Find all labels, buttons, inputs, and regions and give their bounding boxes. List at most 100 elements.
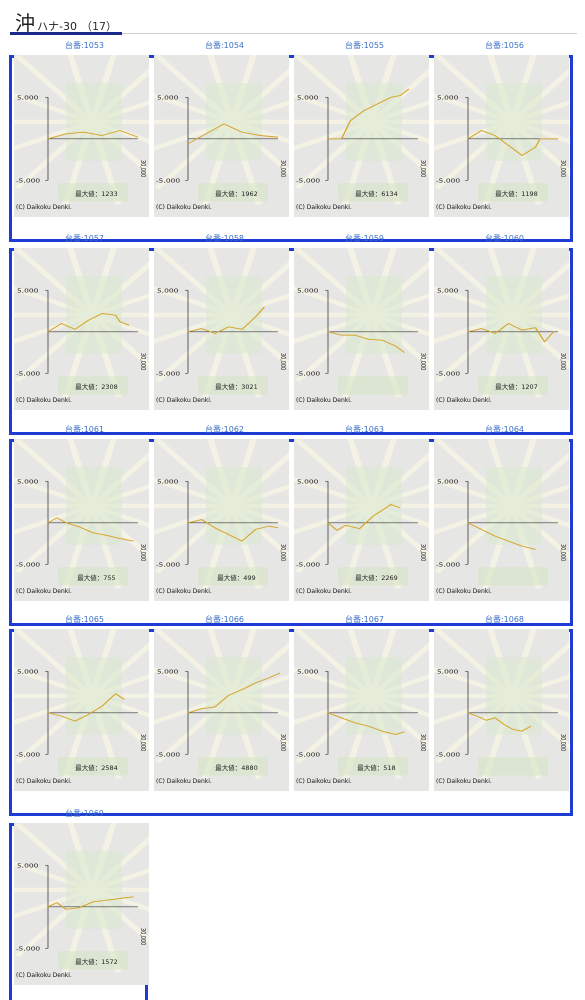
machine-item[interactable]: 台番:1053 5,000 -5,000 30,000 最大値：1233 (C) Daik…	[14, 40, 155, 230]
machine-item[interactable]: 台番:1063 5,000 -5,000 30,000 最大値：2269 (C) Daik…	[294, 424, 435, 614]
machine-item[interactable]: 台番:1058 5,000 -5,000 30,000 最大値：3021 (C) Daik…	[154, 233, 295, 423]
machine-item[interactable]: 台番:1057 5,000 -5,000 30,000 最大値：2308 (C) Daik…	[14, 233, 155, 423]
slump-graph[interactable]: 5,000 -5,000 30,000 最大値：518 (C) Daikoku Denk…	[294, 629, 429, 791]
graph-canvas: 5,000 -5,000 30,000	[294, 629, 429, 779]
slump-graph[interactable]: 5,000 -5,000 30,000 最大値：1198 (C) Daikoku Den…	[434, 55, 569, 217]
x-right-label: 30,000	[559, 353, 567, 370]
y-top-label: 5,000	[297, 287, 318, 294]
max-value-prefix: 最大値：	[217, 574, 244, 582]
slump-graph[interactable]: 5,000 -5,000 30,000 (C) Daikoku Denki.	[434, 439, 569, 601]
machine-item[interactable]: 台番:1061 5,000 -5,000 30,000 最大値：755 (C) Daiko…	[14, 424, 155, 614]
machine-item[interactable]: 台番:1060 5,000 -5,000 30,000 最大値：1207 (C) Daik…	[434, 233, 575, 423]
slump-line	[47, 130, 139, 140]
machine-number-link[interactable]: 台番:1057	[64, 234, 105, 243]
x-right-label: 30,000	[419, 544, 427, 561]
max-value-prefix: 最大値：	[495, 190, 522, 198]
copyright-text: (C) Daikoku Denki.	[296, 204, 352, 211]
copyright-text: (C) Daikoku Denki.	[156, 397, 212, 404]
y-bottom-label: -5,000	[16, 178, 40, 185]
y-top-label: 5,000	[157, 287, 178, 294]
background-tray	[338, 183, 408, 202]
slump-graph[interactable]: 5,000 -5,000 30,000 最大値：2269 (C) Daikoku Den…	[294, 439, 429, 601]
max-value-prefix: 最大値：	[75, 958, 102, 966]
y-top-label: 5,000	[17, 287, 38, 294]
graph-canvas: 5,000 -5,000 30,000	[434, 629, 569, 779]
machine-item[interactable]: 台番:1064 5,000 -5,000 30,000 (C) Daikoku Denk…	[434, 424, 575, 614]
slump-graph[interactable]: 5,000 -5,000 30,000 最大値：499 (C) Daikoku Denk…	[154, 439, 289, 601]
machine-number-link[interactable]: 台番:1056	[484, 41, 525, 50]
x-right-label: 30,000	[419, 353, 427, 370]
copyright-text: (C) Daikoku Denki.	[296, 397, 352, 404]
background-tray	[198, 376, 268, 395]
graph-canvas: 5,000 -5,000 30,000	[14, 823, 149, 973]
slump-line	[47, 517, 134, 542]
machine-number-link[interactable]: 台番:1063	[344, 425, 385, 434]
machine-number-link[interactable]: 台番:1069	[64, 809, 105, 818]
copyright-text: (C) Daikoku Denki.	[296, 778, 352, 785]
machine-number-link[interactable]: 台番:1053	[64, 41, 105, 50]
machine-item[interactable]: 台番:1062 5,000 -5,000 30,000 最大値：499 (C) Daiko…	[154, 424, 295, 614]
machine-number-link[interactable]: 台番:1066	[204, 615, 245, 624]
background-tray	[58, 757, 128, 776]
graph-canvas: 5,000 -5,000 30,000	[434, 439, 569, 589]
machine-number-link[interactable]: 台番:1062	[204, 425, 245, 434]
machine-item[interactable]: 台番:1055 5,000 -5,000 30,000 最大値：6134 (C) Daik…	[294, 40, 435, 230]
slump-graph[interactable]: 5,000 -5,000 30,000 最大値：1233 (C) Daikoku Den…	[14, 55, 149, 217]
slump-graph[interactable]: 5,000 -5,000 30,000 最大値：2584 (C) Daikoku Den…	[14, 629, 149, 791]
x-right-label: 30,000	[559, 160, 567, 177]
machine-number-link[interactable]: 台番:1064	[484, 425, 525, 434]
machine-number-link[interactable]: 台番:1058	[204, 234, 245, 243]
background-tray	[478, 183, 548, 202]
machine-item[interactable]: 台番:1054 5,000 -5,000 30,000 最大値：1962 (C) Daik…	[154, 40, 295, 230]
machine-number-link[interactable]: 台番:1054	[204, 41, 245, 50]
background-tray	[58, 951, 128, 970]
background-panel	[206, 657, 262, 735]
machine-number-link[interactable]: 台番:1055	[344, 41, 385, 50]
machine-number-link[interactable]: 台番:1060	[484, 234, 525, 243]
slump-graph[interactable]: 5,000 -5,000 30,000 最大値：1962 (C) Daikoku Den…	[154, 55, 289, 217]
slump-graph[interactable]: 5,000 -5,000 30,000 (C) Daikoku Denki.	[434, 629, 569, 791]
y-top-label: 5,000	[437, 287, 458, 294]
slump-graph[interactable]: 5,000 -5,000 30,000 最大値：3021 (C) Daikoku Den…	[154, 248, 289, 410]
max-value-number: 518	[383, 764, 396, 772]
slump-line	[187, 306, 266, 334]
machine-number-link[interactable]: 台番:1067	[344, 615, 385, 624]
machine-item[interactable]: 台番:1066 5,000 -5,000 30,000 最大値：4880 (C) Daik…	[154, 614, 295, 804]
machine-number-link[interactable]: 台番:1068	[484, 615, 525, 624]
slump-graph[interactable]: 5,000 -5,000 30,000 (C) Daikoku Denki.	[294, 248, 429, 410]
slump-line	[467, 130, 558, 156]
background-panel	[486, 276, 542, 354]
slump-graph[interactable]: 5,000 -5,000 30,000 最大値：755 (C) Daikoku Denk…	[14, 439, 149, 601]
max-value-number: 1962	[241, 190, 258, 198]
y-top-label: 5,000	[157, 478, 178, 485]
graph-canvas: 5,000 -5,000 30,000	[434, 55, 569, 205]
machine-number-link[interactable]: 台番:1061	[64, 425, 105, 434]
machine-number-link[interactable]: 台番:1059	[344, 234, 385, 243]
machine-item[interactable]: 台番:1056 5,000 -5,000 30,000 最大値：1198 (C) Daik…	[434, 40, 575, 230]
y-bottom-label: -5,000	[156, 371, 180, 378]
title-main: 沖	[15, 11, 35, 35]
slump-graph[interactable]: 5,000 -5,000 30,000 最大値：6134 (C) Daikoku Den…	[294, 55, 429, 217]
slump-graph[interactable]: 5,000 -5,000 30,000 最大値：2308 (C) Daikoku Den…	[14, 248, 149, 410]
y-top-label: 5,000	[297, 94, 318, 101]
machine-item[interactable]: 台番:1065 5,000 -5,000 30,000 最大値：2584 (C) Daik…	[14, 614, 155, 804]
slump-graph[interactable]: 5,000 -5,000 30,000 最大値：4880 (C) Daikoku Den…	[154, 629, 289, 791]
x-right-label: 30,000	[419, 734, 427, 751]
machine-item[interactable]: 台番:1068 5,000 -5,000 30,000 (C) Daikoku Denk…	[434, 614, 575, 804]
background-panel	[206, 83, 262, 161]
slump-graph[interactable]: 5,000 -5,000 30,000 最大値：1572 (C) Daikoku Den…	[14, 823, 149, 985]
graph-canvas: 5,000 -5,000 30,000	[154, 629, 289, 779]
machine-item[interactable]: 台番:1067 5,000 -5,000 30,000 最大値：518 (C) Daiko…	[294, 614, 435, 804]
machine-number-link[interactable]: 台番:1065	[64, 615, 105, 624]
max-value: 最大値：1233	[14, 188, 149, 198]
max-value: 最大値：1207	[434, 381, 569, 391]
y-bottom-label: -5,000	[16, 752, 40, 759]
slump-line	[327, 712, 405, 735]
machine-item[interactable]: 台番:1059 5,000 -5,000 30,000 (C) Daikoku Denk…	[294, 233, 435, 423]
copyright-text: (C) Daikoku Denki.	[16, 778, 72, 785]
y-top-label: 5,000	[157, 668, 178, 675]
machine-item[interactable]: 台番:1069 5,000 -5,000 30,000 最大値：1572 (C) Daik…	[14, 808, 155, 998]
max-value: 最大値：755	[14, 572, 149, 582]
slump-graph[interactable]: 5,000 -5,000 30,000 最大値：1207 (C) Daikoku Den…	[434, 248, 569, 410]
background-tray	[338, 376, 408, 395]
